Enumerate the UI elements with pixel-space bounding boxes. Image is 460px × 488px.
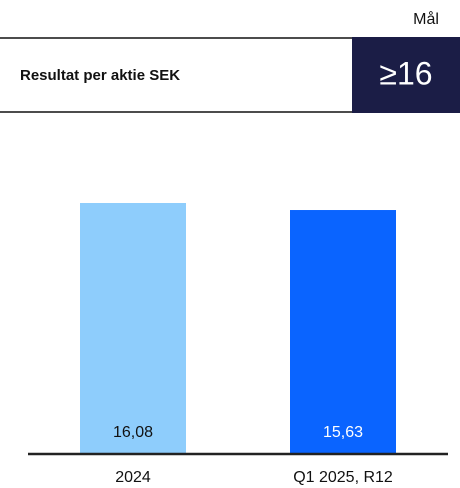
bar <box>290 210 396 454</box>
chart-title: Resultat per aktie SEK <box>20 67 180 84</box>
value-label: 16,08 <box>113 424 153 441</box>
target-label: Mål <box>413 10 439 28</box>
bar <box>80 203 186 454</box>
x-tick-label: 2024 <box>115 469 151 486</box>
value-label: 15,63 <box>323 424 363 441</box>
target-value: ≥16 <box>379 55 432 91</box>
x-tick-label: Q1 2025, R12 <box>293 469 393 486</box>
target-box <box>352 37 460 113</box>
